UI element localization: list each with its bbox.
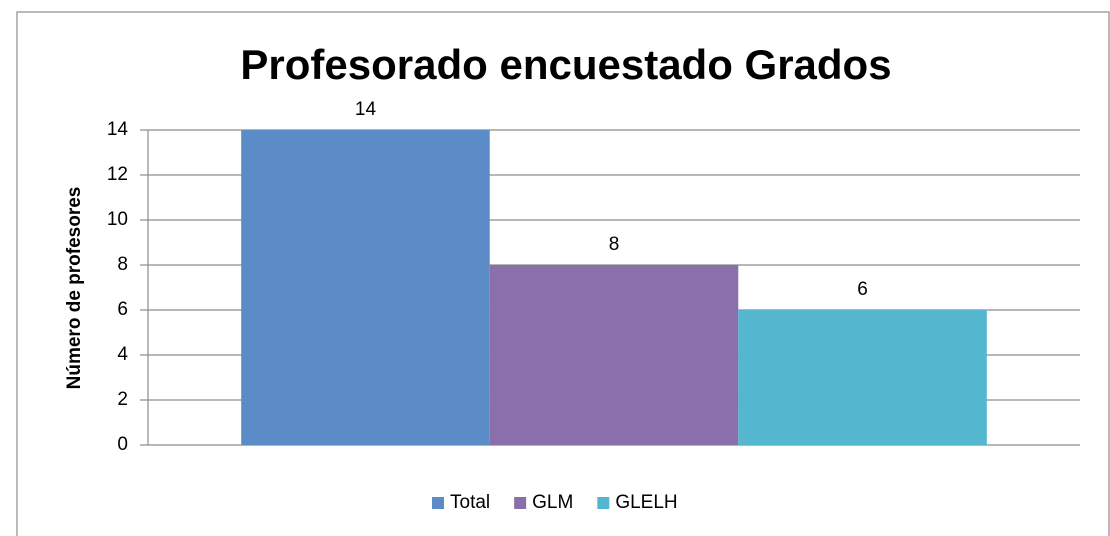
legend-swatch (432, 497, 444, 509)
legend-label: GLELH (615, 492, 677, 513)
y-tick-label: 4 (117, 344, 128, 365)
y-axis-label: Número de profesores (64, 187, 85, 390)
y-tick-label: 8 (117, 254, 128, 275)
data-label: 6 (857, 279, 868, 300)
legend-swatch (514, 497, 527, 509)
y-tick-label: 12 (107, 164, 128, 185)
bar (738, 310, 987, 445)
y-tick-label: 0 (117, 434, 128, 455)
legend-label: GLM (532, 492, 573, 513)
data-label: 8 (609, 234, 620, 255)
bar (241, 130, 490, 445)
y-tick-label: 10 (107, 209, 128, 230)
data-label: 14 (355, 99, 377, 120)
legend-swatch (597, 497, 610, 509)
legend-label: Total (450, 492, 490, 513)
bar (489, 265, 739, 445)
chart-title: Profesorado encuestado Grados (240, 41, 891, 88)
y-tick-label: 14 (107, 119, 129, 140)
y-tick-label: 6 (117, 299, 128, 320)
y-tick-label: 2 (117, 389, 128, 410)
